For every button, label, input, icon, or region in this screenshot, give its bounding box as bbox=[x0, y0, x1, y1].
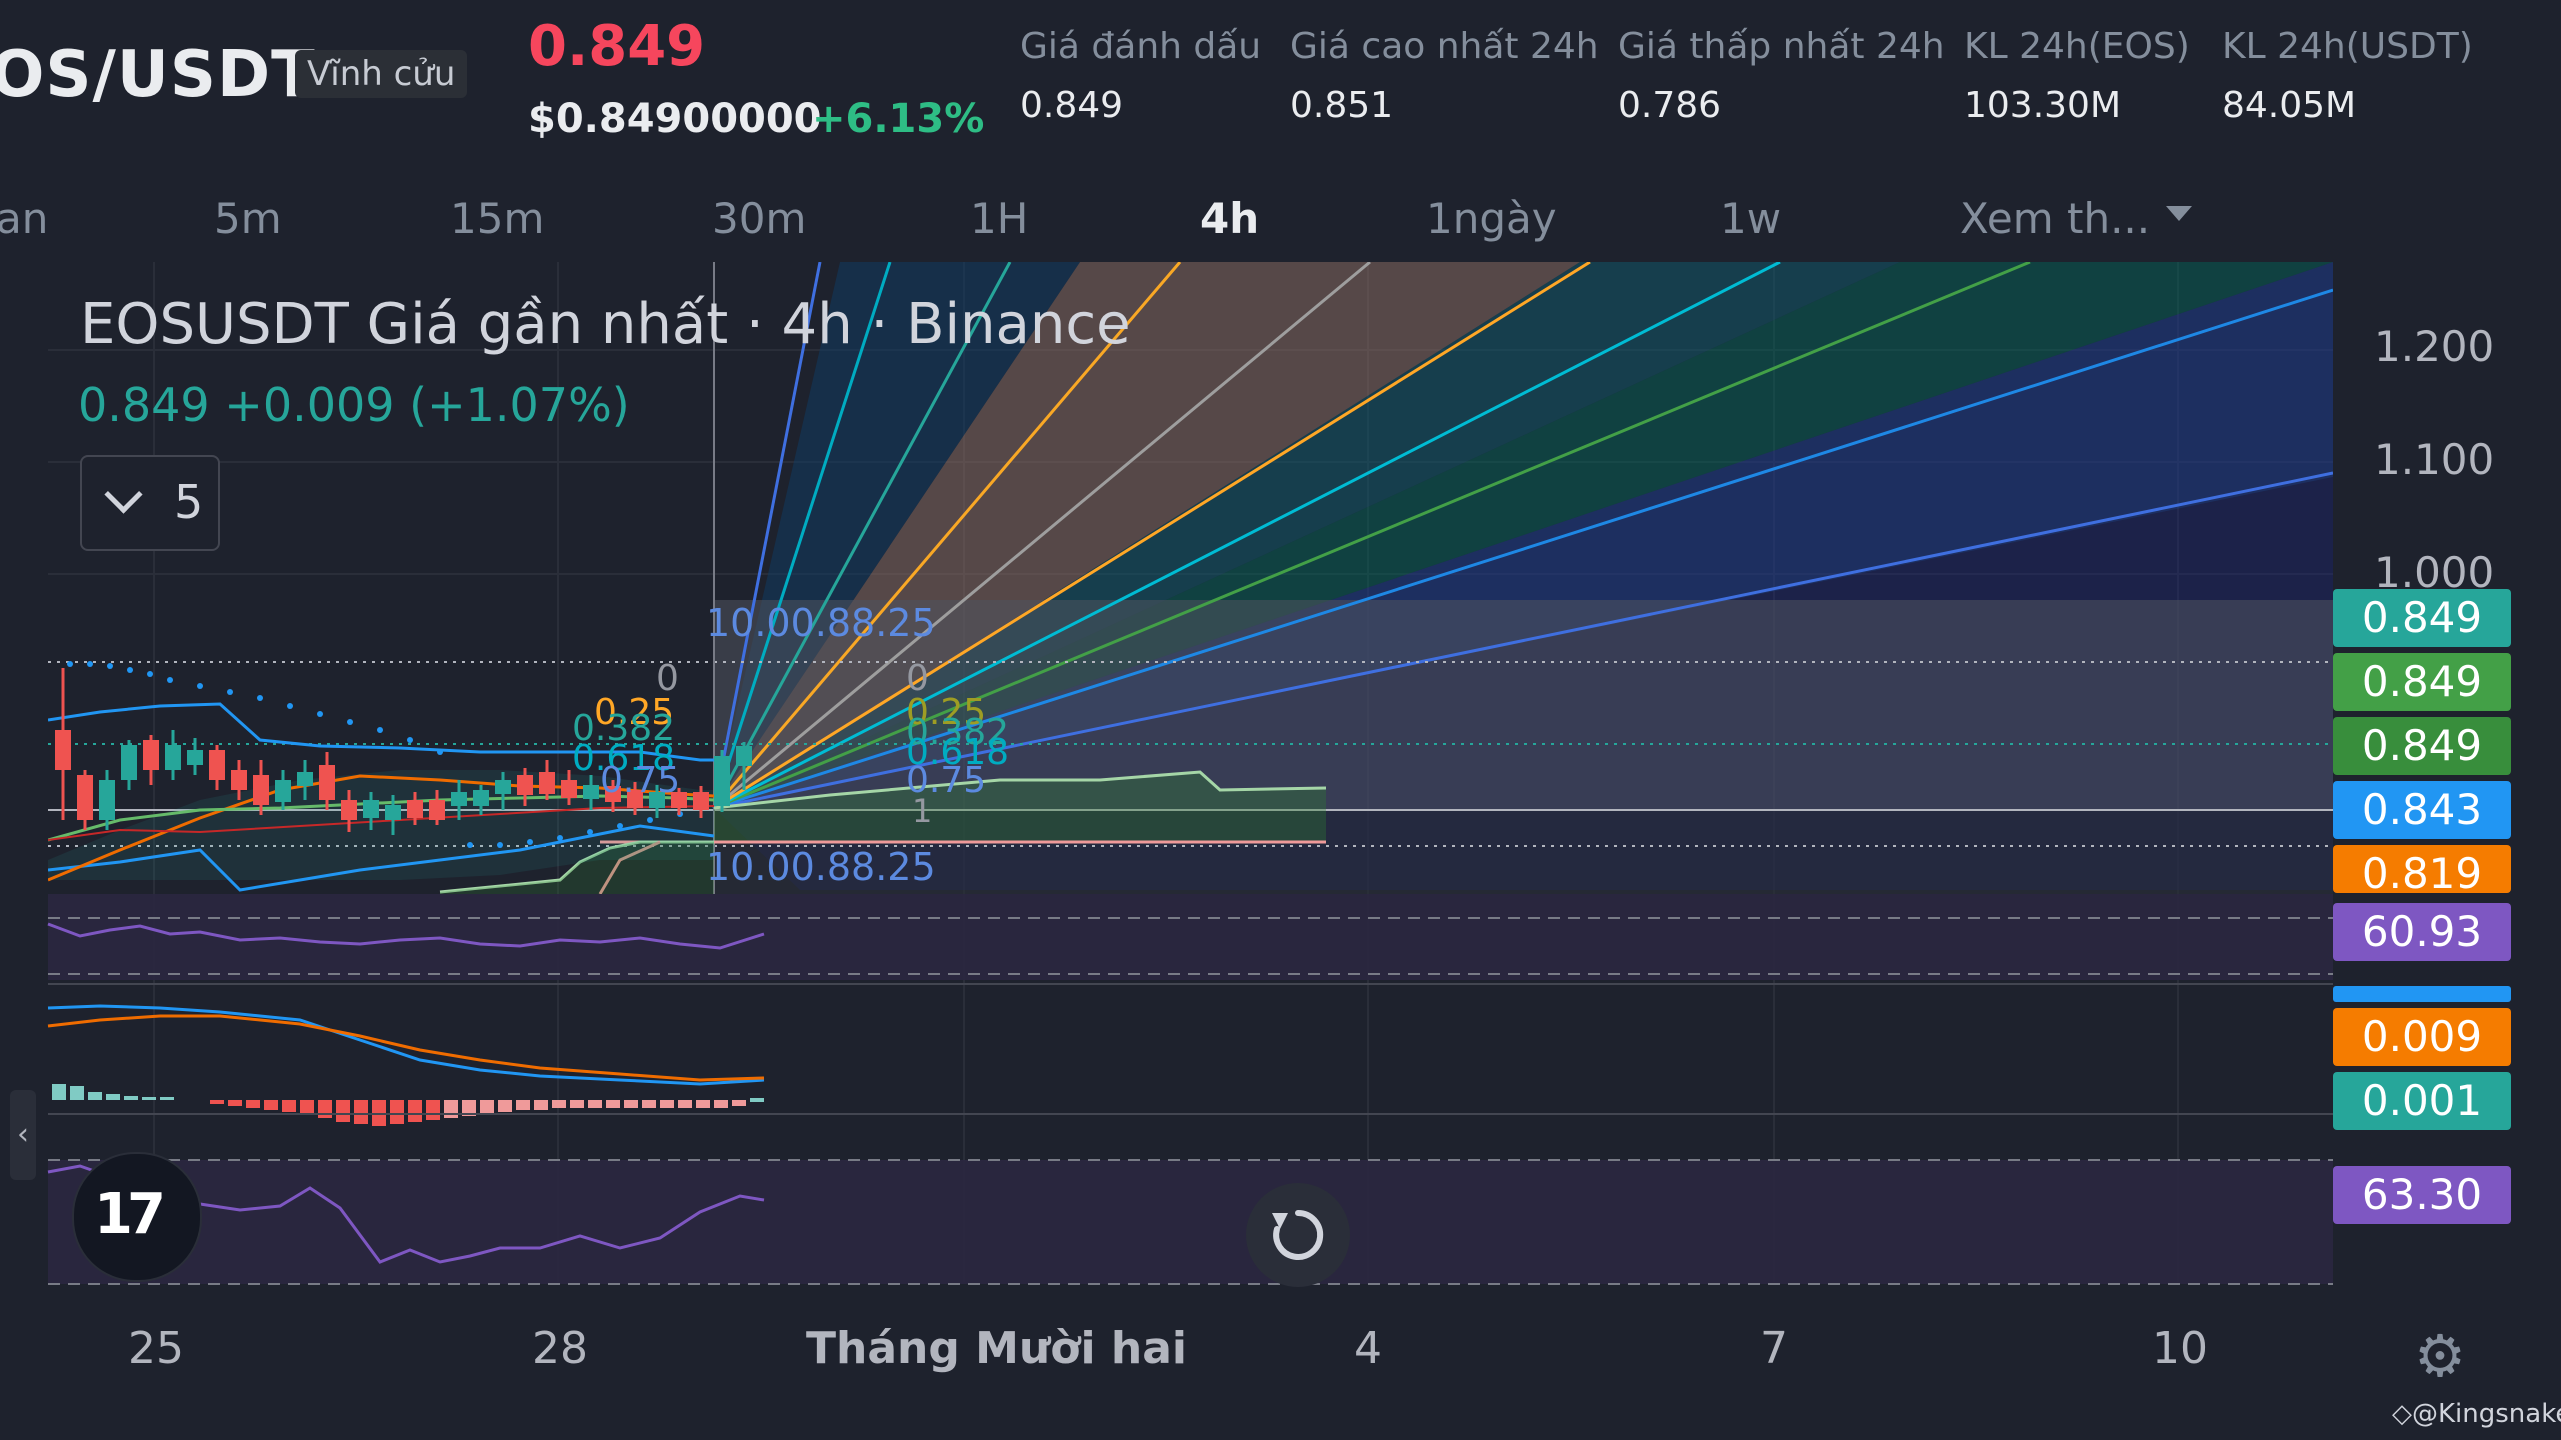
price-axis-tick: 1.100 bbox=[2374, 435, 2495, 484]
stat-24h-volume-usdt: KL 24h(USDT) 84.05M bbox=[2222, 26, 2473, 126]
bollinger-upper bbox=[48, 702, 714, 762]
rsi-pane bbox=[48, 894, 2333, 980]
price-tag: 0.849 bbox=[2333, 717, 2511, 775]
time-axis-label: Tháng Mười hai bbox=[806, 1323, 1188, 1374]
fib-label-top: 10.00.88.25 bbox=[706, 601, 936, 645]
lower-line bbox=[439, 840, 714, 894]
timeframe-1h[interactable]: 1H bbox=[970, 194, 1029, 243]
timeframe-option[interactable]: an bbox=[0, 194, 49, 243]
symbol-title[interactable]: OS/USDT bbox=[0, 38, 316, 112]
chart-legend-values: 0.849 +0.009 (+1.07%) bbox=[78, 378, 630, 432]
price-tag: 0.819 bbox=[2333, 845, 2511, 893]
fib-level-label: 0.382 bbox=[572, 708, 675, 749]
fib-label-zero: 0 bbox=[656, 658, 679, 699]
stat-value: 103.30M bbox=[1964, 85, 2122, 126]
bollinger-lower bbox=[48, 824, 715, 892]
stat-value: 84.05M bbox=[2222, 85, 2357, 126]
market-header: OS/USDT Vĩnh cửu 0.849 $0.84900000 +6.13… bbox=[0, 0, 2561, 165]
macd-value-tag: 0.009 bbox=[2333, 1008, 2511, 1066]
stat-mark-price: Giá đánh dấu 0.849 bbox=[1020, 26, 1261, 126]
fib-level-label: 0.75 bbox=[600, 760, 680, 801]
macd-histogram bbox=[52, 1084, 764, 1126]
side-panel-handle[interactable]: ‹ bbox=[10, 1090, 36, 1180]
fib-level-label: 0.25 bbox=[906, 692, 986, 733]
price-axis-tick: 1.000 bbox=[2374, 548, 2495, 597]
timeframe-1d[interactable]: 1ngày bbox=[1426, 194, 1557, 243]
fib-label-one: 1 bbox=[912, 792, 932, 830]
stat-value: 0.849 bbox=[1020, 85, 1124, 126]
stat-label: Giá thấp nhất 24h bbox=[1618, 26, 1945, 67]
fib-label-zero-right: 0 bbox=[906, 658, 929, 699]
logo-text: 17 bbox=[94, 1182, 166, 1247]
timeframe-1w[interactable]: 1w bbox=[1720, 194, 1782, 243]
chevron-down-icon bbox=[104, 475, 143, 514]
reset-chart-icon bbox=[1272, 1209, 1324, 1260]
time-axis-label: 4 bbox=[1354, 1323, 1382, 1374]
stat-value: 0.851 bbox=[1290, 85, 1394, 126]
macd-tag-partial bbox=[2333, 986, 2511, 1002]
timeframe-15m[interactable]: 15m bbox=[450, 194, 545, 243]
fib-level-label: 0.618 bbox=[572, 738, 675, 779]
fib-level-label: 0.382 bbox=[906, 712, 1009, 753]
timeframe-5m[interactable]: 5m bbox=[214, 194, 282, 243]
last-price: 0.849 bbox=[528, 14, 706, 79]
rsi-value-tag: 60.93 bbox=[2333, 903, 2511, 961]
time-axis-label: 28 bbox=[532, 1323, 588, 1374]
contract-type-badge: Vĩnh cửu bbox=[295, 50, 468, 98]
watermark: ◇@Kingsnake bbox=[2392, 1399, 2561, 1429]
fib-level-label: 0.618 bbox=[906, 732, 1009, 773]
lower-line-red bbox=[598, 840, 661, 894]
stat-label: KL 24h(USDT) bbox=[2222, 26, 2473, 67]
chart-legend-title: EOSUSDT Giá gần nhất · 4h · Binance bbox=[80, 292, 1131, 357]
time-axis-label: 10 bbox=[2152, 1323, 2208, 1374]
macd-signal-line bbox=[47, 1014, 765, 1082]
price-chart[interactable]: 10.00.88.25 10.00.88.25 0 0.25 0.382 0.6… bbox=[0, 262, 2561, 1440]
indicator-count: 5 bbox=[174, 475, 204, 529]
rsi2-value-tag: 63.30 bbox=[2333, 1166, 2511, 1224]
projection-line bbox=[713, 770, 1327, 810]
timeframe-4h[interactable]: 4h bbox=[1200, 194, 1260, 243]
rsi-line bbox=[47, 922, 765, 950]
dropdown-caret-icon[interactable] bbox=[2166, 206, 2192, 221]
usd-price: $0.84900000 bbox=[528, 96, 822, 142]
stat-label: Giá đánh dấu bbox=[1020, 26, 1262, 67]
change-percent: +6.13% bbox=[812, 96, 985, 142]
fib-label-bottom: 10.00.88.25 bbox=[706, 845, 936, 889]
price-tag: 0.843 bbox=[2333, 781, 2511, 839]
stat-value: 0.786 bbox=[1618, 85, 1722, 126]
stat-label: KL 24h(EOS) bbox=[1964, 26, 2190, 67]
watermark-text: @Kingsnake bbox=[2412, 1399, 2561, 1429]
candlesticks bbox=[55, 668, 752, 835]
fib-level-label: 0.75 bbox=[906, 760, 986, 801]
price-tag: 0.849 bbox=[2333, 589, 2511, 647]
timeframe-more[interactable]: Xem th... bbox=[1960, 194, 2151, 243]
lower-area bbox=[440, 842, 714, 894]
fib-box bbox=[714, 810, 2333, 894]
timeframe-30m[interactable]: 30m bbox=[712, 194, 807, 243]
macd-hist-tag: 0.001 bbox=[2333, 1072, 2511, 1130]
fib-level-label: 0.25 bbox=[594, 692, 674, 733]
gear-icon[interactable]: ⚙ bbox=[2414, 1322, 2466, 1390]
time-axis-label: 7 bbox=[1760, 1323, 1788, 1374]
gann-fan-drawing: 10.00.88.25 10.00.88.25 0 0.25 0.382 0.6… bbox=[48, 262, 2333, 894]
rsi-pane-2 bbox=[48, 1160, 2333, 1284]
fan-lines bbox=[712, 262, 2333, 810]
price-axis-tick: 1.200 bbox=[2374, 322, 2495, 371]
stat-24h-high: Giá cao nhất 24h 0.851 bbox=[1290, 26, 1599, 126]
stat-24h-volume-eos: KL 24h(EOS) 103.30M bbox=[1964, 26, 2190, 126]
price-tag: 0.849 bbox=[2333, 653, 2511, 711]
time-axis-label: 25 bbox=[128, 1323, 184, 1374]
macd-line bbox=[47, 1004, 765, 1086]
projection-area bbox=[714, 772, 1326, 842]
tradingview-logo-icon[interactable]: 17 bbox=[72, 1152, 202, 1282]
fib-box bbox=[714, 600, 2333, 810]
reset-chart-button[interactable] bbox=[1246, 1183, 1350, 1287]
indicator-collapse-button[interactable]: 5 bbox=[80, 455, 220, 551]
stat-24h-low: Giá thấp nhất 24h 0.786 bbox=[1618, 26, 1945, 126]
stat-label: Giá cao nhất 24h bbox=[1290, 26, 1599, 67]
